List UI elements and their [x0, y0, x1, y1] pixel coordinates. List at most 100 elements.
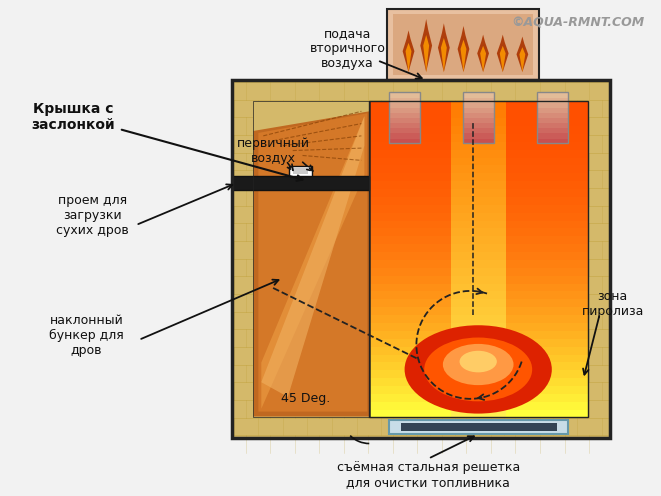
Polygon shape — [461, 40, 467, 72]
Bar — [537, 97, 568, 103]
Text: наклонный
бункер для
дров: наклонный бункер для дров — [49, 313, 124, 357]
Bar — [393, 14, 533, 75]
Text: съёмная стальная решетка
для очистки топливника: съёмная стальная решетка для очистки топ… — [336, 461, 520, 489]
Bar — [369, 330, 588, 339]
Bar — [451, 306, 506, 315]
Bar — [253, 102, 370, 417]
Bar — [232, 80, 609, 438]
Bar — [369, 110, 588, 118]
Bar — [369, 180, 588, 189]
Bar — [451, 259, 506, 268]
Bar — [451, 149, 506, 158]
Bar — [537, 107, 568, 113]
Bar — [451, 354, 506, 363]
Bar — [389, 107, 420, 113]
Bar — [451, 401, 506, 410]
Bar — [537, 117, 568, 124]
Bar — [451, 291, 506, 300]
Bar — [451, 204, 506, 213]
Bar — [369, 393, 588, 402]
Bar — [387, 9, 539, 80]
Bar — [451, 212, 506, 221]
Bar — [463, 127, 494, 133]
Bar — [451, 409, 506, 418]
Bar — [451, 346, 506, 355]
Bar — [389, 421, 568, 434]
Bar — [293, 168, 309, 174]
Bar — [451, 393, 506, 402]
Bar — [463, 102, 494, 108]
Bar — [369, 267, 588, 276]
Bar — [369, 338, 588, 347]
Bar — [389, 97, 420, 103]
Bar — [389, 137, 420, 144]
Bar — [289, 166, 313, 176]
Polygon shape — [253, 111, 369, 417]
Bar — [369, 173, 588, 181]
Polygon shape — [438, 23, 449, 72]
Bar — [369, 212, 588, 221]
Text: зона
пиролиза: зона пиролиза — [582, 290, 644, 317]
Bar — [463, 137, 494, 144]
Bar — [369, 102, 588, 417]
Bar — [451, 165, 506, 174]
Bar — [463, 97, 494, 103]
Bar — [232, 176, 369, 190]
Bar — [451, 243, 506, 252]
Bar — [451, 236, 506, 244]
Bar — [369, 188, 588, 197]
Bar — [537, 112, 568, 118]
Text: подача
вторичного
воздуха: подача вторичного воздуха — [310, 27, 385, 70]
Bar — [463, 117, 494, 124]
Bar — [537, 92, 568, 98]
Polygon shape — [406, 43, 411, 72]
Bar — [369, 299, 588, 307]
Bar — [451, 188, 506, 197]
Bar — [451, 117, 506, 126]
Bar — [451, 196, 506, 205]
Polygon shape — [516, 37, 528, 72]
Text: Крышка с
заслонкой: Крышка с заслонкой — [31, 102, 115, 132]
Bar — [369, 346, 588, 355]
Bar — [451, 173, 506, 181]
Bar — [369, 306, 588, 315]
Bar — [369, 354, 588, 363]
Bar — [389, 132, 420, 138]
Bar — [389, 117, 420, 124]
Bar — [369, 220, 588, 229]
Bar — [537, 92, 568, 143]
Bar — [451, 377, 506, 386]
Bar — [389, 92, 420, 143]
Bar — [369, 236, 588, 244]
Bar — [369, 385, 588, 394]
Bar — [537, 127, 568, 133]
Bar — [451, 314, 506, 323]
Bar — [369, 322, 588, 331]
Bar — [369, 401, 588, 410]
Bar — [369, 259, 588, 268]
Bar — [451, 125, 506, 134]
Bar — [232, 80, 609, 438]
Bar — [451, 322, 506, 331]
Polygon shape — [520, 47, 525, 72]
Bar — [463, 92, 494, 98]
Bar — [451, 251, 506, 260]
Bar — [463, 92, 494, 143]
Bar — [389, 112, 420, 118]
Bar — [463, 123, 494, 128]
Bar — [451, 110, 506, 118]
Bar — [451, 267, 506, 276]
Bar — [369, 251, 588, 260]
Bar — [369, 102, 588, 417]
Bar — [369, 275, 588, 284]
Polygon shape — [497, 35, 508, 72]
Bar — [463, 132, 494, 138]
Bar — [451, 385, 506, 394]
Bar — [369, 409, 588, 418]
Bar — [369, 157, 588, 166]
Bar — [389, 127, 420, 133]
Bar — [451, 228, 506, 237]
Bar — [463, 112, 494, 118]
Text: первичный
воздух: первичный воздух — [237, 136, 309, 165]
Bar — [537, 123, 568, 128]
